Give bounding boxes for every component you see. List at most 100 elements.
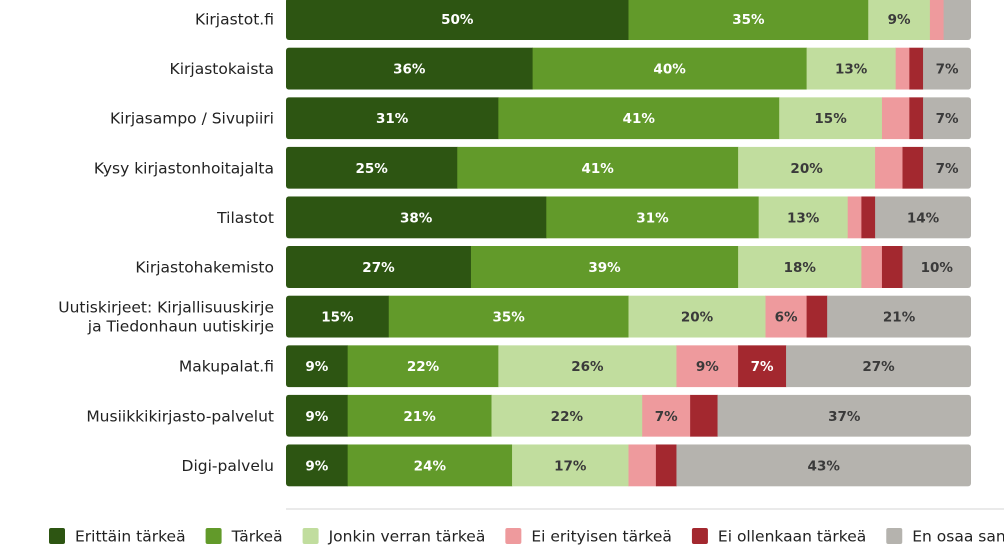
legend-swatch	[691, 528, 708, 544]
data-label: 40%	[653, 62, 686, 78]
data-label: 7%	[936, 161, 959, 177]
bar-segment	[642, 394, 691, 437]
bar-segment	[532, 47, 807, 90]
data-label: 24%	[414, 458, 447, 474]
data-label: 9%	[888, 12, 911, 28]
data-label: 25%	[355, 161, 388, 177]
bar-segment	[498, 345, 677, 388]
category-label: Digi-palvelu	[182, 457, 274, 475]
bar-segment	[546, 196, 760, 239]
category-label: Musiikkikirjasto-palvelut	[86, 407, 274, 425]
bar-segment	[929, 0, 944, 40]
bar-segment	[868, 0, 931, 40]
bar-segment	[847, 196, 862, 239]
bar-segment	[676, 444, 971, 487]
bar-segment	[923, 97, 971, 140]
data-label: 39%	[588, 260, 621, 276]
bar-segment	[498, 97, 780, 140]
bar-segment	[347, 394, 492, 437]
legend-label: Ei ollenkaan tärkeä	[718, 528, 866, 546]
bar-segment	[286, 97, 499, 140]
bar-segment	[875, 196, 971, 239]
data-label: 7%	[936, 62, 959, 78]
data-label: 9%	[305, 359, 328, 375]
category-label: Kirjastokaista	[170, 60, 274, 78]
legend-label: Ei erityisen tärkeä	[531, 528, 672, 546]
data-label: 6%	[775, 310, 798, 326]
legend-swatch	[302, 528, 319, 544]
data-label: 41%	[582, 161, 615, 177]
data-label: 7%	[936, 111, 959, 127]
bar-segment	[286, 246, 472, 288]
data-label: 13%	[787, 210, 820, 226]
data-label: 35%	[492, 310, 525, 326]
bar-segment	[806, 295, 828, 338]
bar-segment	[902, 246, 971, 288]
data-label: 15%	[321, 310, 354, 326]
bar-segment	[286, 345, 349, 388]
category-label: Kirjasampo / Sivupiiri	[110, 110, 274, 128]
bar-segment	[286, 196, 547, 239]
data-label: 7%	[751, 359, 774, 375]
legend-label: Erittäin tärkeä	[75, 528, 186, 546]
data-label: 20%	[681, 310, 714, 326]
bar-segment	[286, 394, 349, 437]
data-label: 21%	[403, 409, 436, 425]
bar-segment	[388, 295, 629, 338]
category-label: Kirjastot.fi	[195, 11, 274, 29]
bar-segment	[943, 0, 971, 40]
data-label: 9%	[696, 359, 719, 375]
bar-segment	[758, 196, 849, 239]
data-label: 43%	[808, 458, 841, 474]
data-label: 17%	[554, 458, 587, 474]
category-label: Makupalat.fi	[179, 358, 274, 376]
bar-segment	[628, 295, 766, 338]
bar-segment	[923, 146, 971, 189]
bar-segment	[512, 444, 629, 487]
bar-segment	[286, 295, 390, 338]
bar-segment	[347, 345, 499, 388]
data-label: 7%	[655, 409, 678, 425]
bar-segment	[347, 444, 513, 487]
legend-swatch	[49, 528, 65, 544]
bar-segment	[765, 295, 807, 338]
bar-segment	[286, 47, 533, 90]
legend-swatch	[205, 528, 222, 544]
data-label: 26%	[571, 359, 604, 375]
data-label: 37%	[828, 409, 861, 425]
bar-segment	[861, 246, 883, 288]
data-label: 9%	[305, 409, 328, 425]
legend-label: En osaa sanoa	[912, 528, 1004, 546]
data-label: 31%	[376, 111, 409, 127]
data-label: 27%	[362, 260, 395, 276]
bar-segment	[286, 0, 629, 40]
category-label: Uutiskirjeet: Kirjallisuuskirje	[58, 299, 274, 317]
bar-segment	[909, 97, 924, 140]
bar-segment	[491, 394, 643, 437]
data-label: 36%	[393, 62, 426, 78]
bar-segment	[909, 47, 924, 90]
legend-label: Jonkin verran tärkeä	[328, 528, 486, 546]
bar-segment	[786, 345, 971, 388]
data-label: 13%	[835, 62, 868, 78]
category-label: ja Tiedonhaun uutiskirje	[87, 318, 274, 336]
bar-segment	[923, 47, 971, 90]
bar-segment	[881, 97, 910, 140]
data-label: 35%	[732, 12, 765, 28]
bar-segment	[779, 97, 883, 140]
data-label: 20%	[790, 161, 823, 177]
bar-segment	[875, 146, 903, 189]
bar-segment	[628, 0, 869, 40]
legend-swatch	[886, 528, 903, 544]
data-label: 10%	[921, 260, 954, 276]
bar-segment	[457, 146, 739, 189]
data-label: 31%	[636, 210, 669, 226]
data-label: 22%	[407, 359, 440, 375]
category-label: Tilastot	[216, 209, 274, 227]
data-label: 50%	[441, 12, 474, 28]
bar-segment	[827, 295, 971, 338]
bar-segment	[655, 444, 677, 487]
bar-segment	[676, 345, 739, 388]
bar-segment	[806, 47, 897, 90]
